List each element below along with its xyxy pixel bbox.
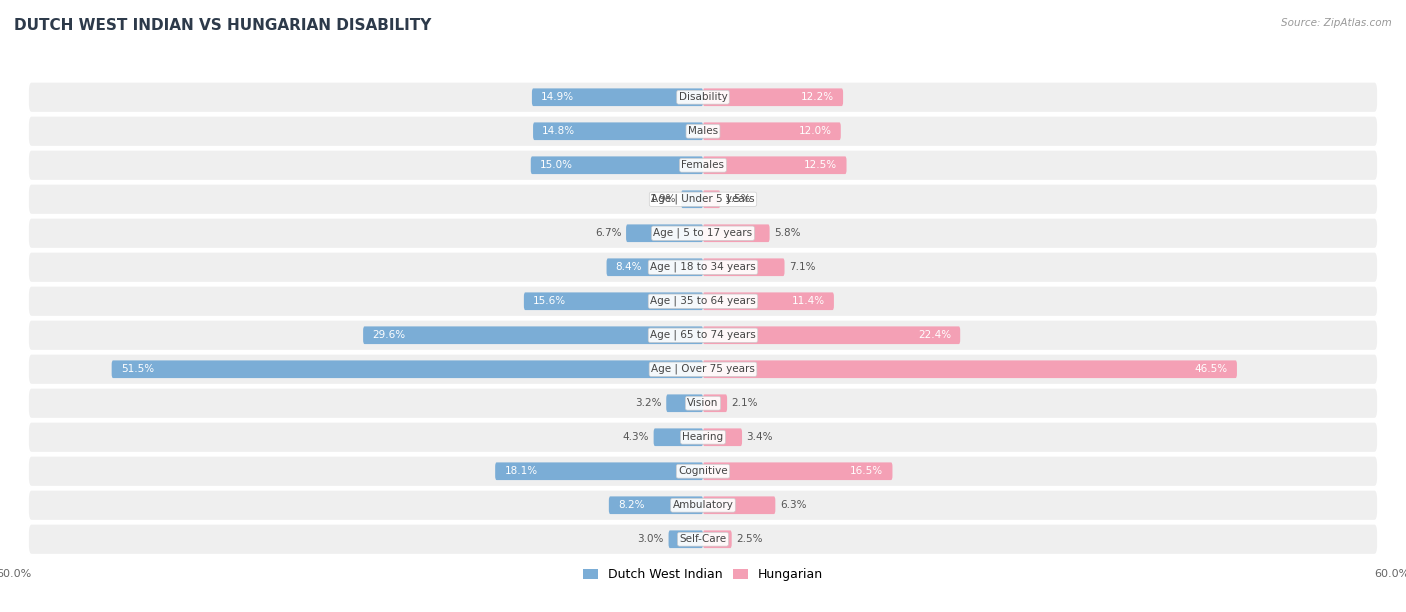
FancyBboxPatch shape bbox=[531, 157, 703, 174]
FancyBboxPatch shape bbox=[703, 293, 834, 310]
FancyBboxPatch shape bbox=[28, 422, 1378, 453]
Text: 3.0%: 3.0% bbox=[637, 534, 664, 544]
Text: Vision: Vision bbox=[688, 398, 718, 408]
FancyBboxPatch shape bbox=[28, 319, 1378, 351]
FancyBboxPatch shape bbox=[654, 428, 703, 446]
FancyBboxPatch shape bbox=[703, 122, 841, 140]
FancyBboxPatch shape bbox=[703, 360, 1237, 378]
Text: Source: ZipAtlas.com: Source: ZipAtlas.com bbox=[1281, 18, 1392, 28]
FancyBboxPatch shape bbox=[28, 149, 1378, 181]
FancyBboxPatch shape bbox=[28, 524, 1378, 555]
FancyBboxPatch shape bbox=[28, 354, 1378, 385]
FancyBboxPatch shape bbox=[28, 455, 1378, 487]
Text: 1.5%: 1.5% bbox=[725, 194, 751, 204]
FancyBboxPatch shape bbox=[533, 122, 703, 140]
FancyBboxPatch shape bbox=[606, 258, 703, 276]
Text: 8.4%: 8.4% bbox=[616, 262, 643, 272]
Text: 12.0%: 12.0% bbox=[799, 126, 831, 136]
Text: Age | 65 to 74 years: Age | 65 to 74 years bbox=[650, 330, 756, 340]
Text: 14.9%: 14.9% bbox=[541, 92, 574, 102]
Text: 3.2%: 3.2% bbox=[636, 398, 662, 408]
Text: 4.3%: 4.3% bbox=[623, 432, 650, 442]
FancyBboxPatch shape bbox=[626, 225, 703, 242]
FancyBboxPatch shape bbox=[681, 190, 703, 208]
FancyBboxPatch shape bbox=[28, 218, 1378, 249]
FancyBboxPatch shape bbox=[609, 496, 703, 514]
Text: 51.5%: 51.5% bbox=[121, 364, 155, 375]
FancyBboxPatch shape bbox=[703, 88, 844, 106]
Text: Age | 5 to 17 years: Age | 5 to 17 years bbox=[654, 228, 752, 239]
Text: Males: Males bbox=[688, 126, 718, 136]
Text: 15.6%: 15.6% bbox=[533, 296, 567, 306]
Text: 6.7%: 6.7% bbox=[595, 228, 621, 238]
Text: Self-Care: Self-Care bbox=[679, 534, 727, 544]
Text: 12.2%: 12.2% bbox=[801, 92, 834, 102]
Text: 2.1%: 2.1% bbox=[731, 398, 758, 408]
FancyBboxPatch shape bbox=[28, 81, 1378, 113]
FancyBboxPatch shape bbox=[703, 496, 775, 514]
Text: 11.4%: 11.4% bbox=[792, 296, 825, 306]
Text: Age | 35 to 64 years: Age | 35 to 64 years bbox=[650, 296, 756, 307]
FancyBboxPatch shape bbox=[703, 258, 785, 276]
FancyBboxPatch shape bbox=[703, 225, 769, 242]
FancyBboxPatch shape bbox=[28, 286, 1378, 317]
Text: 3.4%: 3.4% bbox=[747, 432, 773, 442]
Text: Hearing: Hearing bbox=[682, 432, 724, 442]
FancyBboxPatch shape bbox=[28, 184, 1378, 215]
Text: 6.3%: 6.3% bbox=[780, 500, 807, 510]
Text: 8.2%: 8.2% bbox=[619, 500, 644, 510]
Text: 2.5%: 2.5% bbox=[737, 534, 763, 544]
FancyBboxPatch shape bbox=[703, 157, 846, 174]
Text: 16.5%: 16.5% bbox=[851, 466, 883, 476]
Text: 5.8%: 5.8% bbox=[775, 228, 800, 238]
FancyBboxPatch shape bbox=[28, 252, 1378, 283]
Text: Ambulatory: Ambulatory bbox=[672, 500, 734, 510]
FancyBboxPatch shape bbox=[363, 326, 703, 344]
Text: DUTCH WEST INDIAN VS HUNGARIAN DISABILITY: DUTCH WEST INDIAN VS HUNGARIAN DISABILIT… bbox=[14, 18, 432, 34]
FancyBboxPatch shape bbox=[524, 293, 703, 310]
Text: 18.1%: 18.1% bbox=[505, 466, 537, 476]
FancyBboxPatch shape bbox=[531, 88, 703, 106]
FancyBboxPatch shape bbox=[28, 116, 1378, 147]
Text: 12.5%: 12.5% bbox=[804, 160, 838, 170]
FancyBboxPatch shape bbox=[703, 326, 960, 344]
Text: Age | Over 75 years: Age | Over 75 years bbox=[651, 364, 755, 375]
Text: 7.1%: 7.1% bbox=[789, 262, 815, 272]
Text: Females: Females bbox=[682, 160, 724, 170]
FancyBboxPatch shape bbox=[28, 387, 1378, 419]
Text: 14.8%: 14.8% bbox=[543, 126, 575, 136]
FancyBboxPatch shape bbox=[703, 463, 893, 480]
FancyBboxPatch shape bbox=[111, 360, 703, 378]
FancyBboxPatch shape bbox=[495, 463, 703, 480]
Text: 29.6%: 29.6% bbox=[373, 330, 405, 340]
FancyBboxPatch shape bbox=[703, 428, 742, 446]
FancyBboxPatch shape bbox=[28, 490, 1378, 521]
FancyBboxPatch shape bbox=[669, 531, 703, 548]
FancyBboxPatch shape bbox=[703, 190, 720, 208]
Text: 1.9%: 1.9% bbox=[650, 194, 676, 204]
FancyBboxPatch shape bbox=[703, 531, 731, 548]
FancyBboxPatch shape bbox=[666, 394, 703, 412]
Text: 15.0%: 15.0% bbox=[540, 160, 574, 170]
Text: Disability: Disability bbox=[679, 92, 727, 102]
Text: Age | 18 to 34 years: Age | 18 to 34 years bbox=[650, 262, 756, 272]
Legend: Dutch West Indian, Hungarian: Dutch West Indian, Hungarian bbox=[578, 563, 828, 586]
Text: Age | Under 5 years: Age | Under 5 years bbox=[651, 194, 755, 204]
FancyBboxPatch shape bbox=[703, 394, 727, 412]
Text: Cognitive: Cognitive bbox=[678, 466, 728, 476]
Text: 46.5%: 46.5% bbox=[1195, 364, 1227, 375]
Text: 22.4%: 22.4% bbox=[918, 330, 950, 340]
